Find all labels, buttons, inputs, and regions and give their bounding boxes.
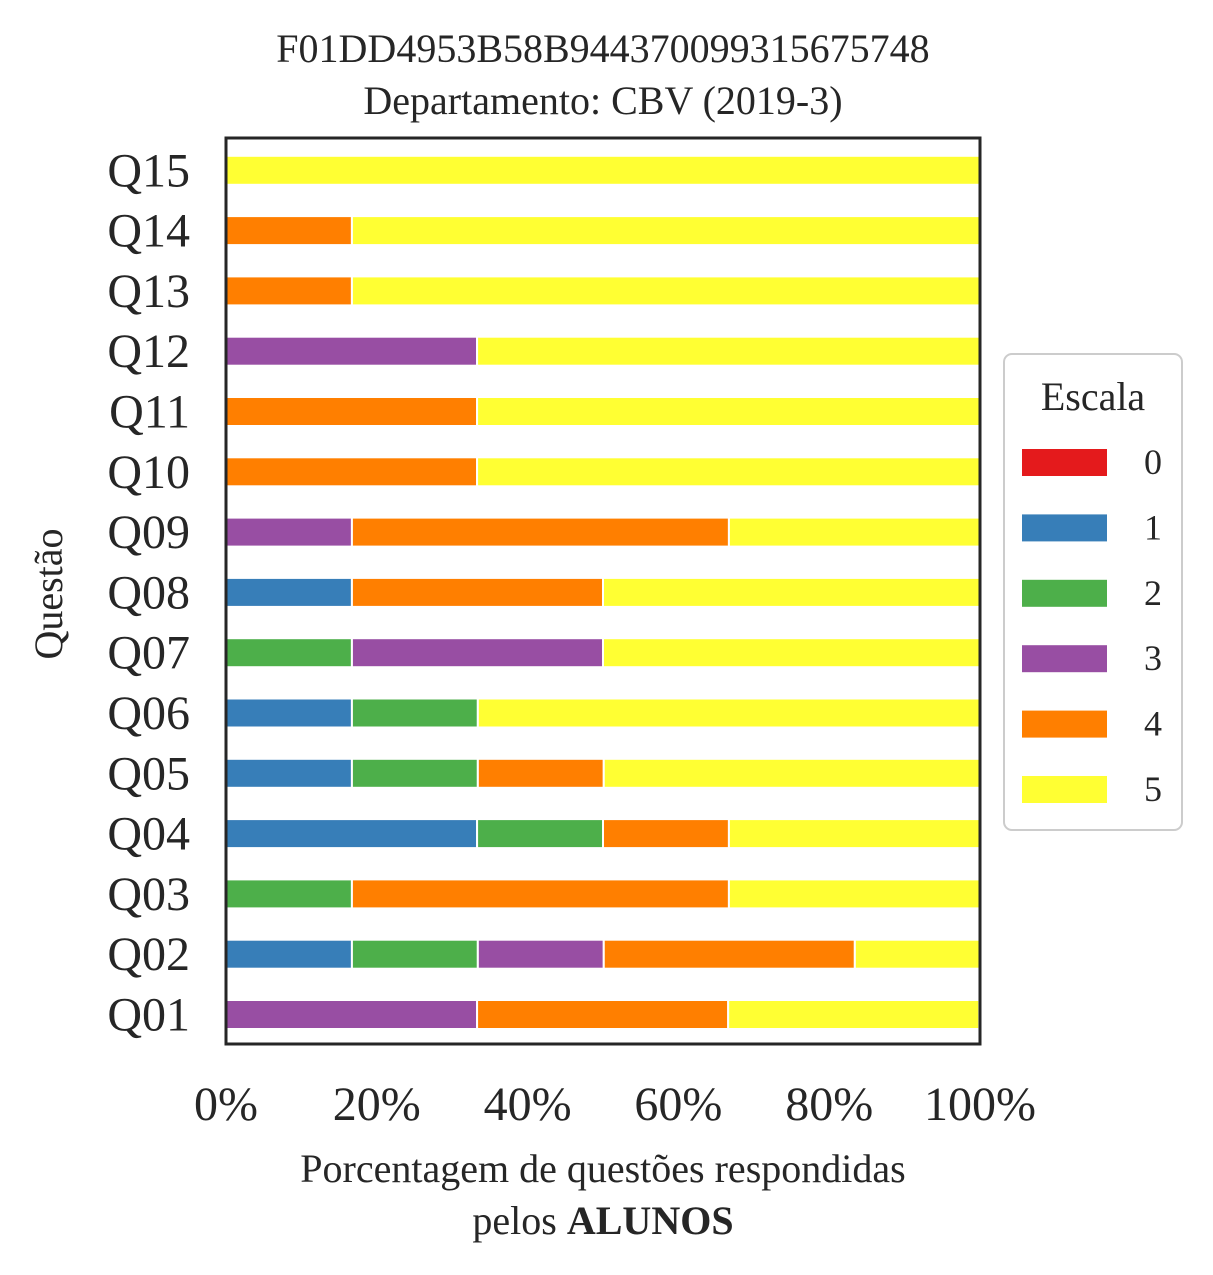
x-axis-label-line1: Porcentagem de questões respondidas [300, 1146, 905, 1191]
legend-swatch-0 [1022, 449, 1107, 476]
bar-q08-scale-5 [602, 576, 981, 608]
bar-q06-scale-2 [350, 697, 479, 729]
x-tick-label-60: 60% [634, 1078, 722, 1131]
y-tick-label-q09: Q09 [107, 506, 190, 559]
bar-q15-scale-5 [225, 154, 981, 186]
bar-q01-scale-5 [727, 999, 981, 1030]
bar-q03-scale-5 [727, 878, 982, 910]
x-tick-label-20: 20% [333, 1078, 421, 1131]
legend-title: Escala [1041, 374, 1146, 419]
chart-subtitle: Departamento: CBV (2019-3) [363, 78, 842, 123]
x-axis-label-line2: pelos ALUNOS [472, 1198, 733, 1243]
y-tick-label-q04: Q04 [107, 808, 190, 861]
bar-q13-scale-4 [225, 275, 353, 307]
y-tick-label-q15: Q15 [107, 144, 190, 197]
bar-q01-scale-3 [225, 999, 479, 1030]
legend-label-0: 0 [1144, 442, 1162, 482]
bar-q07-scale-5 [602, 637, 981, 669]
bars-layer [225, 154, 982, 1030]
bar-q10-scale-4 [225, 456, 479, 488]
legend-swatch-2 [1022, 579, 1107, 607]
bar-q09-scale-3 [225, 516, 353, 548]
bar-q02-scale-1 [225, 938, 353, 970]
bar-q08-scale-4 [350, 576, 604, 608]
legend-label-3: 3 [1144, 638, 1162, 678]
bar-q04-scale-1 [225, 818, 479, 850]
legend-swatch-5 [1022, 776, 1107, 803]
y-tick-label-q14: Q14 [107, 205, 190, 258]
bar-q05-scale-1 [225, 757, 353, 789]
bar-q13-scale-5 [350, 275, 981, 307]
bar-q02-scale-2 [350, 938, 479, 970]
bar-q11-scale-5 [476, 396, 981, 427]
bar-q05-scale-4 [476, 757, 605, 789]
x-axis-label-bold: ALUNOS [567, 1198, 734, 1243]
x-tick-label-40: 40% [484, 1078, 572, 1131]
bar-q02-scale-4 [602, 938, 856, 970]
bar-q07-scale-2 [225, 637, 353, 669]
legend-label-2: 2 [1144, 573, 1162, 613]
y-tick-label-q10: Q10 [107, 446, 190, 499]
y-tick-label-q13: Q13 [107, 265, 190, 318]
bar-q03-scale-2 [225, 878, 353, 910]
x-axis-label-prefix: pelos [472, 1198, 566, 1243]
x-tick-label-0: 0% [194, 1078, 258, 1131]
x-tick-label-80: 80% [785, 1078, 873, 1131]
legend-label-4: 4 [1144, 704, 1162, 744]
legend-items: 0 1 2 3 4 5 [1022, 442, 1162, 809]
bar-q02-scale-3 [476, 938, 605, 970]
legend-swatch-4 [1022, 710, 1107, 738]
bar-q08-scale-1 [225, 576, 353, 608]
bar-q09-scale-4 [350, 516, 730, 548]
bar-q10-scale-5 [476, 456, 981, 488]
bar-q06-scale-5 [476, 697, 982, 729]
plot-frame [224, 136, 982, 1046]
y-tick-labels: Q01 Q02 Q03 Q04 Q05 Q06 Q07 Q08 Q09 Q10 Q11 Q12 Q13 Q… [107, 144, 190, 1041]
bar-q02-scale-5 [853, 938, 982, 970]
bar-q03-scale-4 [350, 878, 730, 910]
y-tick-label-q06: Q06 [107, 687, 190, 740]
bar-q12-scale-5 [476, 335, 981, 367]
bar-q05-scale-2 [350, 757, 479, 789]
y-tick-label-q12: Q12 [107, 325, 190, 378]
x-tick-label-100: 100% [924, 1078, 1036, 1131]
y-tick-label-q08: Q08 [107, 566, 190, 619]
chart-title: F01DD4953B58B944370099315675748 [276, 26, 929, 71]
bar-q04-scale-4 [602, 818, 730, 850]
legend-swatch-1 [1022, 514, 1107, 542]
legend-label-5: 5 [1144, 769, 1162, 809]
bar-q05-scale-5 [602, 757, 982, 789]
y-tick-label-q01: Q01 [107, 989, 190, 1042]
y-tick-label-q02: Q02 [107, 928, 190, 981]
y-axis-label: Questão [26, 528, 71, 659]
legend-label-1: 1 [1144, 507, 1162, 547]
y-tick-label-q05: Q05 [107, 747, 190, 800]
bar-q06-scale-1 [225, 697, 353, 729]
bar-q14-scale-4 [225, 215, 353, 247]
bar-q14-scale-5 [350, 215, 981, 247]
x-tick-labels: 0% 20% 40% 60% 80% 100% [194, 1078, 1036, 1131]
bar-q07-scale-3 [350, 637, 604, 669]
y-tick-label-q11: Q11 [109, 386, 190, 439]
legend-swatch-3 [1022, 645, 1107, 673]
bar-q01-scale-4 [476, 999, 730, 1030]
bar-q04-scale-2 [476, 818, 604, 850]
bar-q04-scale-5 [727, 818, 982, 850]
y-tick-label-q03: Q03 [107, 868, 190, 921]
bar-q09-scale-5 [727, 516, 982, 548]
legend: Escala 0 1 2 3 4 5 [1003, 353, 1183, 831]
y-tick-label-q07: Q07 [107, 627, 190, 680]
bar-q12-scale-3 [225, 335, 479, 367]
bar-q11-scale-4 [225, 396, 479, 427]
